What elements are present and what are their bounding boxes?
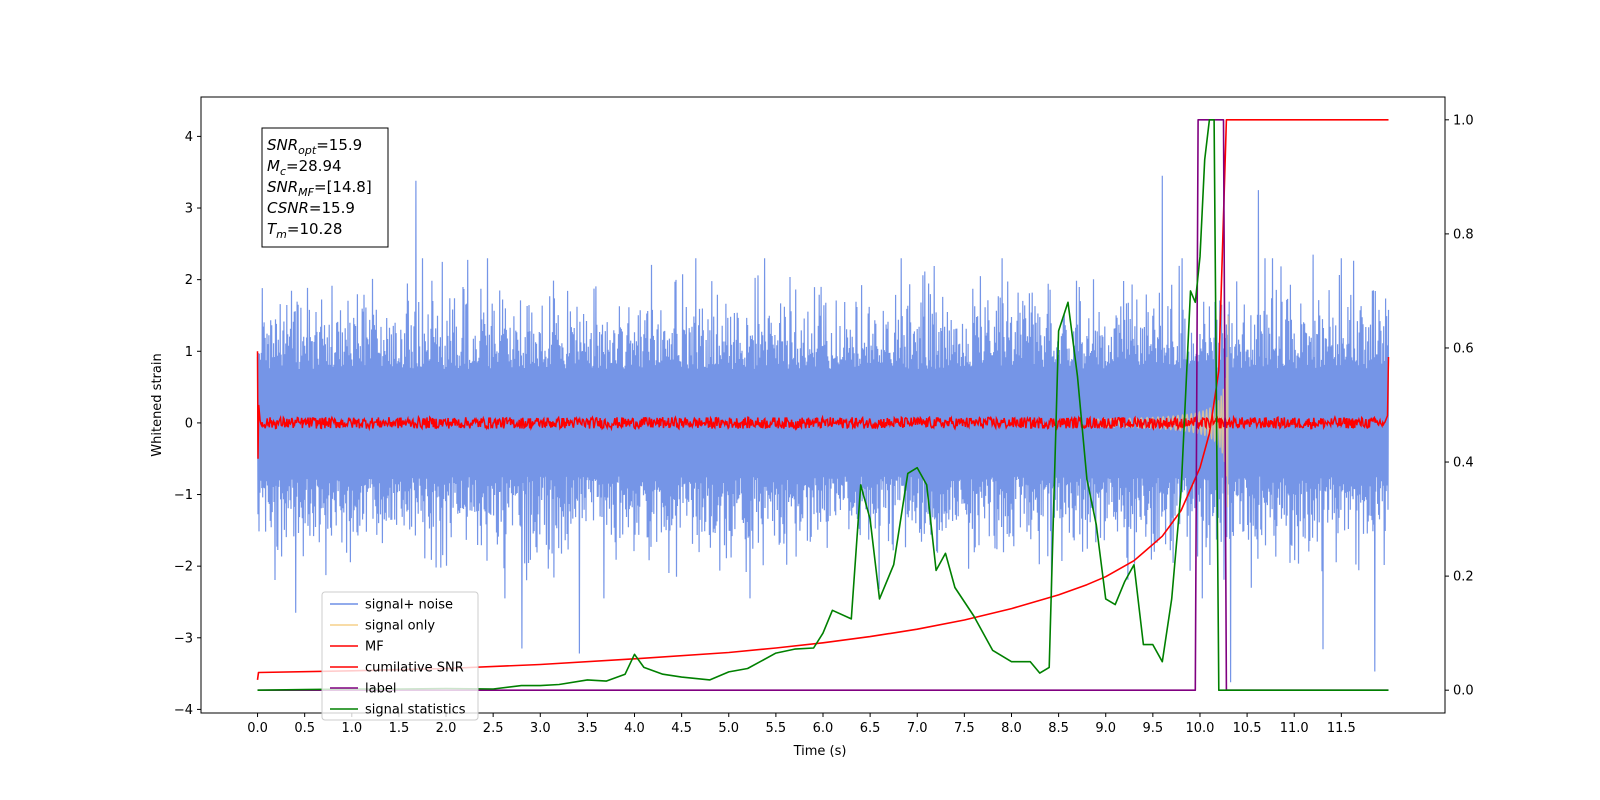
annotation-box: SNRopt=15.9Mc=28.94SNRMF=[14.8]CSNR=15.9…: [261, 127, 389, 248]
x-tick-label: 9.0: [1095, 721, 1116, 736]
series-cumulative-snr-line: [256, 119, 1389, 681]
annotation-line: Tm=10.28: [267, 220, 342, 241]
y-right-tick-label: 1.0: [1453, 113, 1474, 128]
x-tick-label: 10.5: [1233, 721, 1262, 736]
series-signal-noise-line: [256, 175, 1390, 683]
y-right-tick-label: 0.6: [1453, 341, 1474, 356]
x-tick-label: 5.5: [766, 721, 787, 736]
y-left-tick-label: −1: [174, 488, 193, 503]
annotation-line: CSNR=15.9: [267, 199, 355, 217]
x-tick-label: 1.0: [341, 721, 362, 736]
x-tick-label: 7.0: [907, 721, 928, 736]
series-mf-line: [256, 351, 1390, 459]
x-tick-label: 6.0: [813, 721, 834, 736]
x-tick-label: 3.0: [530, 721, 551, 736]
x-tick-label: 9.5: [1143, 721, 1164, 736]
x-tick-label: 2.0: [436, 721, 457, 736]
legend-label: signal+ noise: [365, 598, 453, 613]
annotation-line: SNRopt=15.9: [267, 136, 362, 157]
y-left-tick-label: 1: [185, 345, 193, 360]
x-tick-label: 3.5: [577, 721, 598, 736]
legend-label: label: [365, 682, 396, 697]
legend-label: cumilative SNR: [365, 661, 464, 676]
y-right-tick-label: 0.4: [1453, 456, 1474, 471]
x-tick-label: 11.5: [1327, 721, 1356, 736]
y-left-tick-label: 4: [185, 130, 193, 145]
legend-frame: [321, 591, 479, 721]
legend-label: signal statistics: [365, 703, 466, 718]
y-left-tick-label: 3: [185, 202, 193, 217]
x-tick-label: 6.5: [860, 721, 881, 736]
x-tick-label: 7.5: [954, 721, 975, 736]
annotation-frame: [261, 127, 389, 248]
y-left-tick-label: −3: [174, 631, 193, 646]
series-layer: [256, 119, 1390, 692]
y-right-tick-label: 0.2: [1453, 570, 1474, 585]
x-tick-label: 4.5: [671, 721, 692, 736]
series-signal-statistics-line: [257, 119, 1389, 692]
x-tick-label: 5.0: [718, 721, 739, 736]
x-tick-label: 0.0: [247, 721, 268, 736]
legend: signal+ noise signal only MF cumilative SNR…: [321, 591, 479, 721]
y-left-tick-label: 2: [185, 273, 193, 288]
x-tick-label: 11.0: [1280, 721, 1309, 736]
annotation-line: SNRMF=[14.8]: [267, 178, 372, 199]
y-right-tick-label: 0.8: [1453, 227, 1474, 242]
y-right-tick-label: 0.0: [1453, 684, 1474, 699]
legend-label: MF: [365, 640, 384, 655]
x-tick-label: 0.5: [294, 721, 315, 736]
x-tick-label: 1.5: [389, 721, 410, 736]
x-axis-label: Time (s): [793, 744, 847, 759]
y-left-tick-label: −2: [174, 560, 193, 575]
x-tick-label: 10.0: [1185, 721, 1214, 736]
x-tick-label: 4.0: [624, 721, 645, 736]
annotation-line: Mc=28.94: [267, 157, 342, 178]
x-tick-label: 8.5: [1048, 721, 1069, 736]
y-left-tick-label: −4: [174, 703, 193, 718]
ticks-layer: 0.0 0.5 1.0 1.5 2.0 2.5 3.0 3.5 4.0 4.5 5.0 5.5 6.0 6…: [174, 113, 1474, 736]
y-axis-label-left: Whitened strain: [150, 353, 165, 456]
y-left-tick-label: 0: [185, 416, 193, 431]
x-tick-label: 8.0: [1001, 721, 1022, 736]
legend-label: signal only: [365, 619, 435, 634]
x-tick-label: 2.5: [483, 721, 504, 736]
